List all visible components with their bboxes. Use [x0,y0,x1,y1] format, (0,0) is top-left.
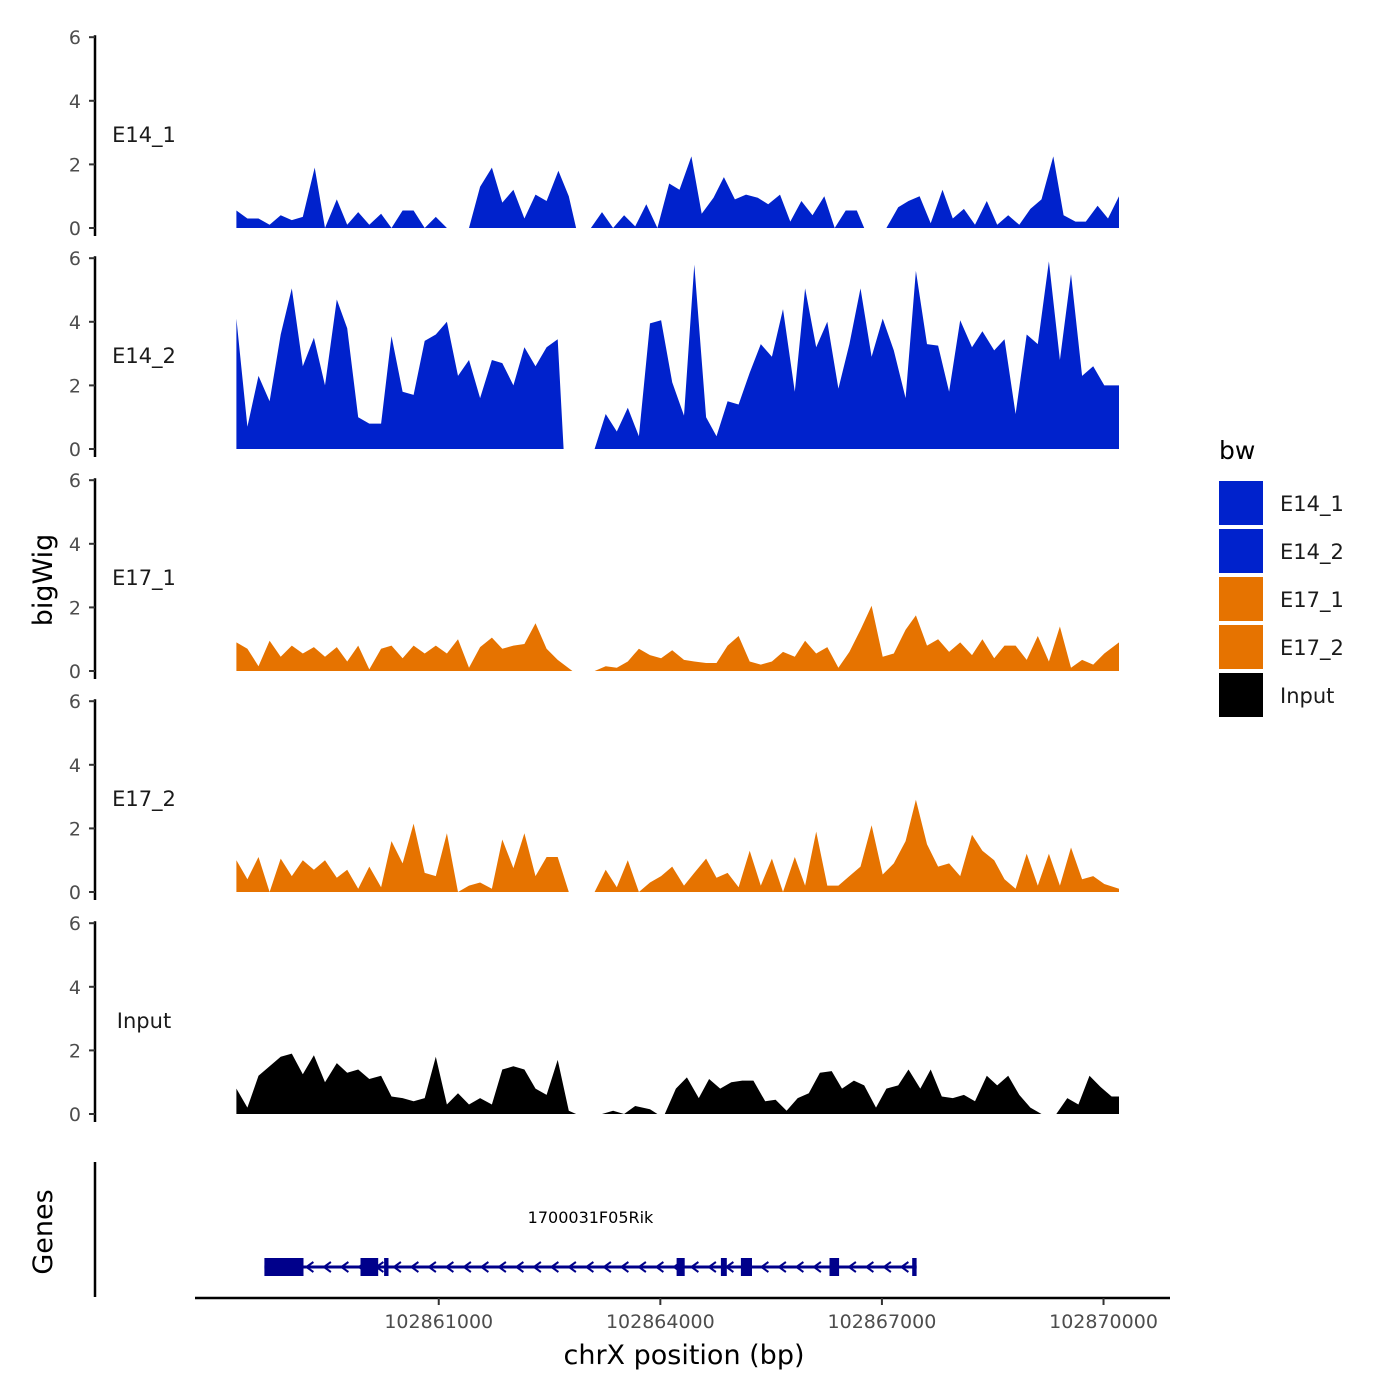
gene-exon [361,1258,379,1276]
track-label: E17_1 [112,566,176,591]
gene-exon [384,1258,388,1276]
gene-exon [912,1258,916,1276]
y-tick-label: 0 [69,439,81,461]
y-tick-label: 2 [69,1040,81,1062]
y-tick-label: 0 [69,1104,81,1126]
y-tick-label: 2 [69,154,81,176]
x-tick-label: 102864000 [606,1311,715,1333]
coverage-area [236,1054,1119,1114]
y-tick-label: 6 [69,691,81,713]
coverage-area [236,800,1119,892]
y-tick-label: 0 [69,661,81,683]
coverage-tracks: 0 2 4 6 E14_1 0 2 4 6 E14_2 0 2 4 6 E17_1 0 2 4 6 E17_2 0 2 4 6… [69,27,1119,1126]
track-e17-1: 0 2 4 6 E17_1 [69,470,1119,683]
y-axis-title: bigWig [28,534,59,627]
legend-label: Input [1280,684,1334,708]
track-label: Input [117,1009,171,1033]
gene-exon [721,1258,727,1276]
y-tick-label: 0 [69,218,81,240]
y-tick-label: 4 [69,977,81,999]
legend-label: E17_1 [1280,588,1344,613]
legend-key-e14-1 [1219,481,1263,525]
legend-key-e14-2 [1219,529,1263,573]
x-tick-label: 102867000 [828,1311,937,1333]
gene-exon [830,1258,840,1276]
track-input: 0 2 4 6 Input [69,913,1119,1126]
legend-label: E17_2 [1280,636,1344,661]
y-tick-label: 6 [69,248,81,270]
y-tick-label: 4 [69,755,81,777]
track-label: E14_1 [112,123,176,148]
x-axis-title: chrX position (bp) [563,1340,804,1371]
y-tick-label: 2 [69,375,81,397]
legend-label: E14_1 [1280,492,1344,517]
gene-exon [741,1258,752,1276]
x-tick-label: 102870000 [1049,1311,1158,1333]
track-label: E17_2 [112,787,176,812]
legend: bw E14_1 E14_2 E17_1 E17_2 Input [1219,436,1344,717]
track-e17-2: 0 2 4 6 E17_2 [69,691,1119,904]
x-axis: 102861000 102864000 102867000 102870000 [195,1298,1170,1333]
coverage-area [236,261,1119,449]
y-tick-label: 4 [69,312,81,334]
y-tick-label: 6 [69,27,81,49]
y-tick-label: 6 [69,913,81,935]
track-label: E14_2 [112,344,176,369]
gene-name-label: 1700031F05Rik [528,1208,654,1227]
y-tick-label: 2 [69,597,81,619]
bigwig-track-plot: 0 2 4 6 E14_1 0 2 4 6 E14_2 0 2 4 6 E17_1 0 2 4 6 E17_2 0 2 4 6… [0,0,1400,1400]
legend-title: bw [1219,436,1255,465]
y-tick-label: 4 [69,91,81,113]
gene-exon [677,1258,685,1276]
track-e14-1: 0 2 4 6 E14_1 [69,27,1119,240]
coverage-area [236,606,1119,671]
coverage-area [236,156,1119,228]
y-tick-label: 6 [69,470,81,492]
gene-track: 1700031F05Rik [95,1162,917,1297]
track-e14-2: 0 2 4 6 E14_2 [69,248,1119,461]
legend-key-e17-1 [1219,577,1263,621]
y-tick-label: 4 [69,534,81,556]
legend-key-e17-2 [1219,625,1263,669]
x-tick-label: 102861000 [384,1311,493,1333]
y-tick-label: 0 [69,882,81,904]
legend-label: E14_2 [1280,540,1344,565]
y-tick-label: 2 [69,818,81,840]
genes-axis-title: Genes [28,1189,59,1274]
legend-key-input [1219,673,1263,717]
gene-exon [264,1258,303,1276]
